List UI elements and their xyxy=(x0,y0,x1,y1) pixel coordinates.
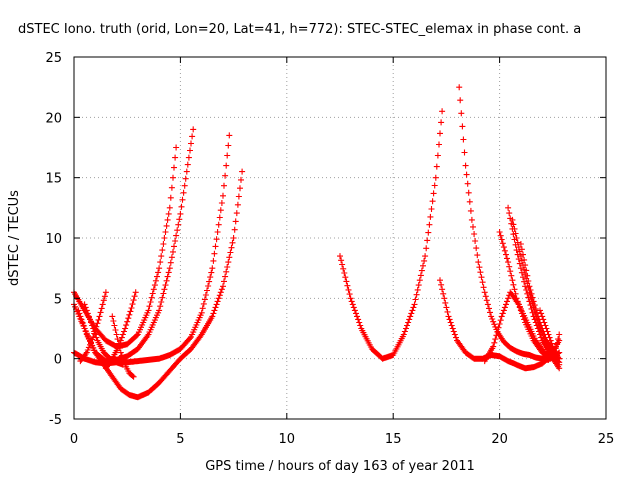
x-tick-label: 15 xyxy=(385,432,402,447)
x-axis-label: GPS time / hours of day 163 of year 2011 xyxy=(205,459,475,474)
plus-marker-trail xyxy=(71,126,197,365)
plus-marker-trail xyxy=(109,313,137,380)
x-tick-label: 10 xyxy=(279,432,296,447)
axis-ticks: 0 5 10 15 20 25 -5 0 5 10 15 20 25 xyxy=(45,51,614,447)
data-series-1 xyxy=(71,126,197,365)
x-tick-label: 20 xyxy=(491,432,508,447)
data-series-4 xyxy=(75,168,246,401)
x-tick-label: 0 xyxy=(70,432,78,447)
x-tick-label: 25 xyxy=(598,432,615,447)
plus-marker-trail xyxy=(337,108,446,362)
data-series-8 xyxy=(109,313,137,380)
x-tick-label: 5 xyxy=(176,432,184,447)
y-tick-label: 15 xyxy=(45,172,62,187)
y-tick-label: 0 xyxy=(54,353,62,368)
data-series-2 xyxy=(71,144,180,350)
grid-lines xyxy=(74,57,606,419)
y-tick-label: 10 xyxy=(45,232,62,247)
y-tick-label: 5 xyxy=(54,292,62,307)
data-series-17 xyxy=(537,307,563,368)
data-points xyxy=(71,84,563,401)
plus-marker-trail xyxy=(75,168,246,401)
chart-title: dSTEC Iono. truth (orid, Lon=20, Lat=41,… xyxy=(18,22,581,37)
y-tick-label: -5 xyxy=(49,413,62,428)
y-axis-label: dSTEC / TECUs xyxy=(7,190,22,286)
data-series-9 xyxy=(337,108,446,362)
y-tick-label: 25 xyxy=(45,51,62,66)
plus-marker-trail xyxy=(537,307,563,368)
plus-marker-trail xyxy=(71,144,180,350)
y-tick-label: 20 xyxy=(45,111,62,126)
